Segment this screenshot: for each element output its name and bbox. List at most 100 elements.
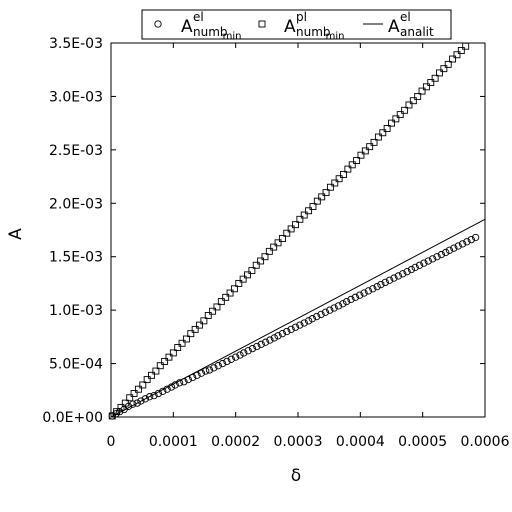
data-point (304, 317, 313, 325)
x-tick-label: 0.0001 (149, 434, 198, 450)
data-point (193, 371, 201, 379)
data-point (436, 69, 443, 77)
data-point (383, 125, 391, 132)
legend-label-subsub: min (223, 31, 242, 42)
data-point (187, 330, 195, 338)
data-point (444, 60, 452, 68)
data-point (347, 295, 355, 304)
data-point (422, 83, 430, 91)
data-point (407, 265, 416, 274)
data-point (113, 408, 121, 416)
data-point (240, 349, 248, 357)
data-point (133, 399, 141, 407)
data-point (121, 399, 129, 407)
data-point (381, 278, 389, 287)
data-point (205, 366, 214, 374)
legend-marker (258, 20, 266, 28)
data-point (361, 147, 369, 155)
y-tick-label: 2.0E-03 (49, 196, 103, 212)
data-point (214, 362, 222, 370)
y-tick-label: 3.0E-03 (49, 89, 103, 105)
data-point (414, 92, 422, 100)
data-point (213, 303, 221, 311)
data-point (308, 315, 316, 323)
y-tick-label: 3.5E-03 (49, 36, 103, 52)
data-point (252, 261, 260, 269)
data-point (433, 253, 441, 261)
data-point (174, 344, 182, 351)
data-point (274, 332, 282, 340)
data-point (235, 279, 243, 287)
data-point (442, 248, 450, 257)
data-point (126, 394, 134, 402)
data-point (318, 193, 326, 201)
data-point (143, 376, 151, 384)
x-axis-title: δ (291, 466, 301, 486)
data-point (244, 271, 251, 279)
x-tick-label: 0.0002 (211, 434, 260, 450)
data-point (139, 381, 147, 389)
data-point (409, 97, 417, 105)
data-point (117, 403, 125, 411)
legend-label-sup: el (400, 10, 411, 24)
data-point (305, 207, 313, 215)
legend-label-main: A (284, 17, 296, 37)
data-point (197, 369, 206, 377)
data-point (165, 353, 173, 361)
data-point (261, 253, 269, 261)
data-point (457, 47, 465, 54)
data-point (130, 390, 138, 397)
data-point (261, 338, 270, 346)
data-point (411, 263, 419, 272)
data-point (364, 287, 373, 295)
x-tick-label: 0.0003 (274, 434, 323, 450)
data-point (390, 274, 398, 282)
data-point (463, 238, 471, 246)
data-point (209, 307, 217, 315)
data-point (204, 312, 212, 319)
data-point (335, 175, 343, 183)
series-line (110, 218, 486, 418)
legend-label-sup: pl (296, 10, 307, 24)
data-point (218, 359, 227, 368)
y-tick-label: 5.0E-04 (49, 357, 103, 373)
data-point (394, 272, 403, 280)
data-point (339, 300, 347, 308)
data-point (437, 250, 446, 259)
data-point (182, 335, 190, 343)
data-point (257, 340, 265, 348)
data-point (471, 233, 480, 242)
data-point (322, 189, 330, 197)
data-point (334, 302, 343, 310)
data-point (445, 246, 454, 254)
data-point (313, 312, 321, 321)
data-point (440, 65, 448, 73)
data-point (152, 367, 160, 375)
data-point (210, 364, 218, 372)
data-point (257, 257, 265, 265)
data-point (287, 325, 295, 334)
data-point (366, 143, 374, 151)
data-point (300, 211, 308, 219)
data-point (178, 339, 186, 347)
data-point (191, 325, 199, 333)
data-point (169, 349, 177, 357)
data-point (458, 240, 467, 248)
data-point (313, 197, 321, 205)
data-point (283, 229, 291, 237)
data-point (467, 235, 475, 244)
legend-box (141, 9, 452, 40)
data-point (317, 310, 325, 319)
data-point (449, 55, 457, 63)
data-point (374, 133, 382, 141)
data-point (326, 306, 334, 314)
data-point (392, 115, 400, 123)
data-point (427, 79, 435, 86)
data-point (296, 321, 304, 329)
data-point (399, 270, 407, 278)
data-point (202, 367, 210, 375)
data-point (424, 257, 432, 265)
data-point (403, 268, 411, 276)
data-point (141, 395, 149, 403)
